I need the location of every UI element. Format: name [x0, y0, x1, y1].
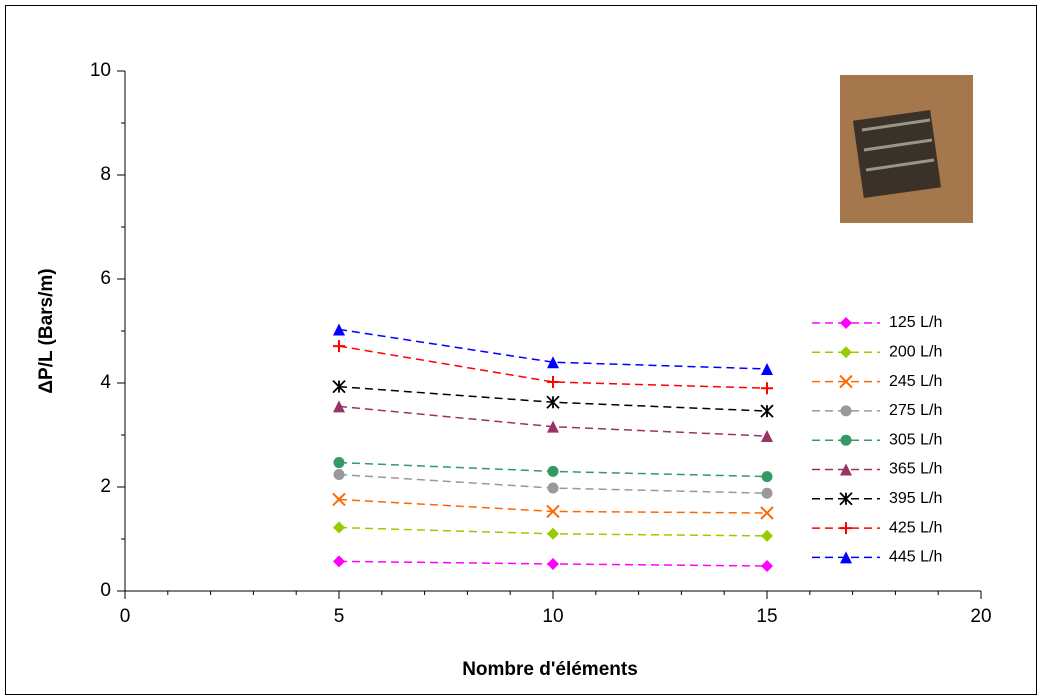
marker — [840, 463, 852, 476]
marker — [840, 405, 852, 417]
x-tick-label: 10 — [542, 606, 563, 627]
y-tick-label: 8 — [100, 164, 111, 185]
legend-label: 125 L/h — [889, 314, 942, 331]
marker — [840, 346, 852, 359]
marker — [547, 465, 559, 477]
legend-label: 365 L/h — [889, 461, 942, 478]
marker — [760, 404, 774, 418]
marker — [547, 375, 559, 388]
marker — [546, 504, 560, 519]
legend-label: 305 L/h — [889, 431, 942, 448]
marker — [333, 400, 345, 413]
marker — [333, 521, 345, 534]
marker — [547, 557, 559, 570]
marker — [840, 551, 852, 564]
marker — [333, 340, 345, 353]
marker — [761, 560, 773, 573]
marker — [333, 555, 345, 568]
x-tick-label: 15 — [756, 606, 777, 627]
y-tick-label: 10 — [90, 60, 111, 81]
marker — [840, 317, 852, 329]
marker — [839, 492, 853, 506]
marker — [761, 382, 773, 395]
marker — [761, 487, 773, 499]
series-line — [338, 345, 768, 389]
marker — [333, 457, 345, 469]
marker — [761, 471, 773, 483]
series-line — [338, 328, 768, 370]
marker — [840, 522, 852, 535]
marker — [547, 482, 559, 494]
marker — [332, 492, 346, 507]
legend-label: 395 L/h — [889, 490, 942, 507]
marker — [840, 434, 852, 446]
legend-label: 425 L/h — [889, 519, 942, 536]
marker — [761, 362, 773, 375]
y-axis-title: ΔP/L (Bars/m) — [36, 268, 57, 393]
marker — [760, 506, 774, 520]
legend-label: 245 L/h — [889, 373, 942, 390]
x-axis-title: Nombre d'éléments — [462, 659, 638, 680]
marker — [547, 420, 559, 433]
legend-label: 275 L/h — [889, 402, 942, 419]
y-tick-label: 6 — [100, 268, 111, 289]
marker — [546, 395, 560, 409]
legend-label: 445 L/h — [889, 549, 942, 566]
marker — [547, 356, 559, 369]
inset-photo — [840, 75, 973, 223]
marker — [333, 469, 345, 481]
marker — [761, 529, 773, 542]
marker — [761, 430, 773, 443]
x-tick-label: 5 — [334, 606, 345, 627]
marker — [839, 374, 853, 389]
marker — [333, 323, 345, 336]
x-tick-label: 20 — [970, 606, 991, 627]
legend-label: 200 L/h — [889, 344, 942, 361]
marker — [547, 527, 559, 540]
marker — [332, 380, 346, 394]
y-tick-label: 4 — [100, 372, 111, 393]
y-tick-label: 0 — [100, 580, 111, 601]
y-tick-label: 2 — [100, 476, 111, 497]
x-tick-label: 0 — [120, 606, 131, 627]
